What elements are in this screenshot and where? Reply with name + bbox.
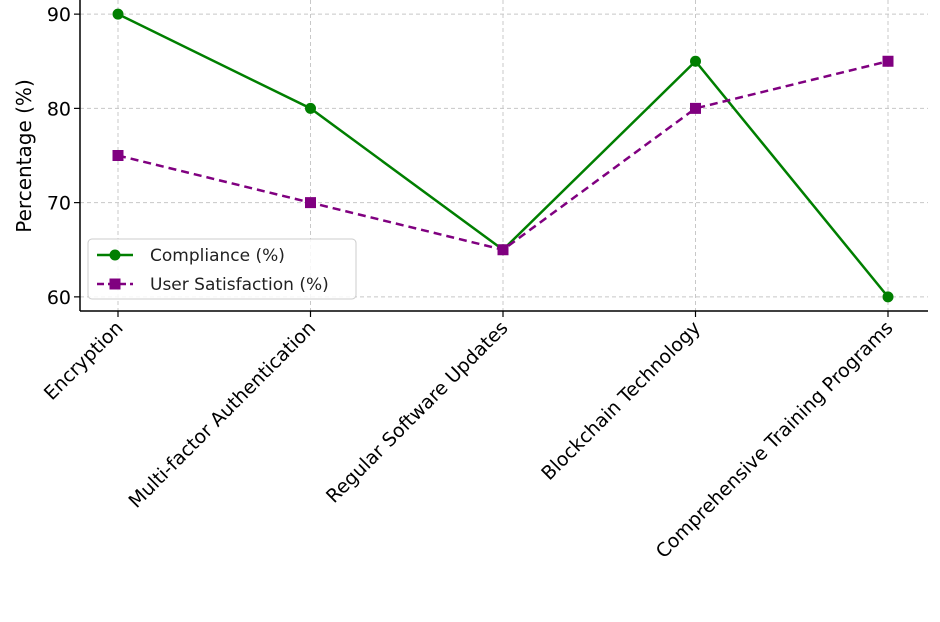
series-1-point-3 (690, 102, 701, 114)
series-1 (112, 55, 894, 256)
series-0-point-4 (882, 291, 894, 303)
series-1-point-1 (305, 197, 316, 209)
x-tick-label-2: Regular Software Updates (322, 317, 513, 508)
series-1-point-4 (882, 55, 894, 67)
x-tick-label-0: Encryption (40, 317, 128, 405)
y-axis-title: Percentage (%) (12, 79, 36, 232)
legend-marker-0 (109, 249, 121, 261)
series-1-point-0 (112, 150, 124, 161)
legend-label-1: User Satisfaction (%) (150, 275, 329, 295)
legend-box (87, 238, 357, 300)
series-0-point-1 (305, 102, 316, 114)
series-0-point-3 (690, 55, 701, 67)
x-tick-label-4: Comprehensive Training Programs (652, 317, 898, 563)
x-tick-label-3: Blockchain Technology (537, 317, 705, 485)
legend-marker-1 (109, 278, 121, 290)
series-0-point-0 (112, 8, 124, 20)
y-tick-label-0: 60 (47, 287, 71, 309)
y-tick-label-1: 70 (47, 193, 71, 215)
y-tick-label-2: 80 (47, 98, 71, 120)
series-1-point-2 (497, 244, 509, 256)
x-tick-label-1: Multi-factor Authentication (125, 317, 321, 513)
legend: Compliance (%) User Satisfaction (%) (87, 238, 357, 300)
y-tick-label-3: 90 (47, 4, 71, 26)
y-tick-labels: 60 70 80 90 (47, 4, 80, 309)
axes (79, 0, 928, 312)
series-layer (112, 8, 894, 303)
legend-label-0: Compliance (%) (150, 246, 285, 266)
